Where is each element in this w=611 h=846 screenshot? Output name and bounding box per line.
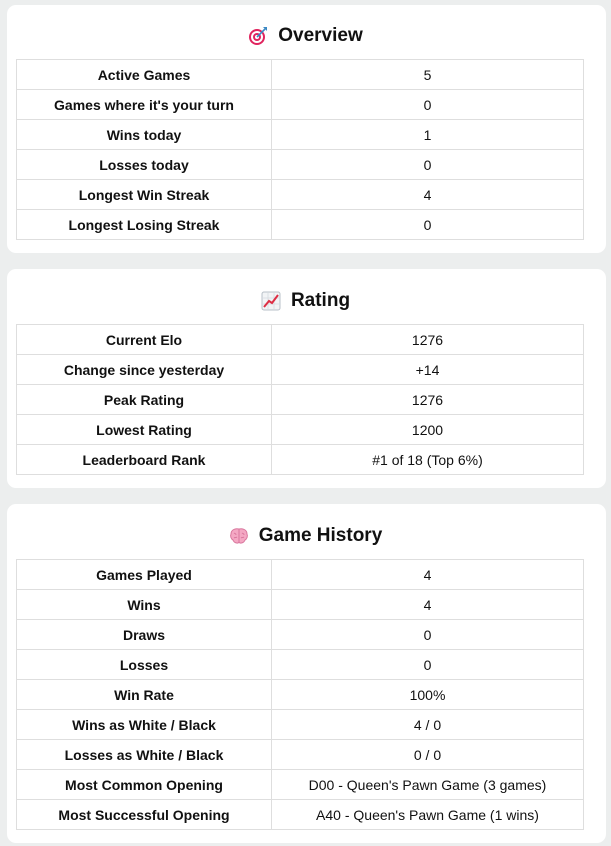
row-value: +14 [271,354,584,385]
row-value: 0 [271,649,584,680]
table-row: Longest Losing Streak 0 [16,209,584,240]
table-row: Active Games 5 [16,59,584,90]
table-row: Losses today 0 [16,149,584,180]
table-row: Games where it's your turn 0 [16,89,584,120]
row-label: Win Rate [16,679,272,710]
rating-table: Current Elo 1276 Change since yesterday … [16,324,584,475]
row-label: Draws [16,619,272,650]
row-value: 0 [271,209,584,240]
overview-title: Overview [0,24,611,53]
table-row: Most Common Opening D00 - Queen's Pawn G… [16,769,584,800]
row-value: 100% [271,679,584,710]
row-value: 0 [271,619,584,650]
row-value: 1276 [271,384,584,415]
table-row: Wins as White / Black 4 / 0 [16,709,584,740]
game-history-title-text: Game History [258,525,383,546]
row-label: Wins as White / Black [16,709,272,740]
row-value: 4 [271,559,584,590]
row-value: 0 / 0 [271,739,584,770]
game-history-table: Games Played 4 Wins 4 Draws 0 Losses 0 W… [16,559,584,830]
row-value: 4 / 0 [271,709,584,740]
row-label: Current Elo [16,324,272,355]
table-row: Games Played 4 [16,559,584,590]
row-label: Losses [16,649,272,680]
row-label: Most Successful Opening [16,799,272,830]
row-label: Games where it's your turn [16,89,272,120]
row-value: 0 [271,89,584,120]
row-value: #1 of 18 (Top 6%) [271,444,584,475]
row-label: Peak Rating [16,384,272,415]
table-row: Current Elo 1276 [16,324,584,355]
row-value: 1200 [271,414,584,445]
row-value: 1 [271,119,584,150]
row-value: D00 - Queen's Pawn Game (3 games) [271,769,584,800]
table-row: Longest Win Streak 4 [16,179,584,210]
row-value: 0 [271,149,584,180]
table-row: Most Successful Opening A40 - Queen's Pa… [16,799,584,830]
table-row: Losses as White / Black 0 / 0 [16,739,584,770]
chart-increasing-icon [261,291,281,311]
table-row: Lowest Rating 1200 [16,414,584,445]
row-label: Longest Losing Streak [16,209,272,240]
overview-table: Active Games 5 Games where it's your tur… [16,59,584,240]
table-row: Draws 0 [16,619,584,650]
table-row: Losses 0 [16,649,584,680]
row-label: Losses today [16,149,272,180]
table-row: Change since yesterday +14 [16,354,584,385]
rating-title: Rating [0,289,611,318]
table-row: Wins today 1 [16,119,584,150]
table-row: Wins 4 [16,589,584,620]
row-value: A40 - Queen's Pawn Game (1 wins) [271,799,584,830]
overview-title-text: Overview [278,25,363,46]
row-label: Games Played [16,559,272,590]
row-label: Leaderboard Rank [16,444,272,475]
row-value: 1276 [271,324,584,355]
dart-target-icon [248,26,268,46]
game-history-title: Game History [0,524,611,553]
table-row: Leaderboard Rank #1 of 18 (Top 6%) [16,444,584,475]
row-label: Change since yesterday [16,354,272,385]
row-label: Wins [16,589,272,620]
row-value: 4 [271,589,584,620]
row-label: Active Games [16,59,272,90]
table-row: Peak Rating 1276 [16,384,584,415]
row-label: Longest Win Streak [16,179,272,210]
table-row: Win Rate 100% [16,679,584,710]
row-value: 4 [271,179,584,210]
row-label: Losses as White / Black [16,739,272,770]
row-label: Wins today [16,119,272,150]
row-value: 5 [271,59,584,90]
row-label: Most Common Opening [16,769,272,800]
brain-icon [229,526,249,546]
row-label: Lowest Rating [16,414,272,445]
rating-title-text: Rating [290,290,351,311]
